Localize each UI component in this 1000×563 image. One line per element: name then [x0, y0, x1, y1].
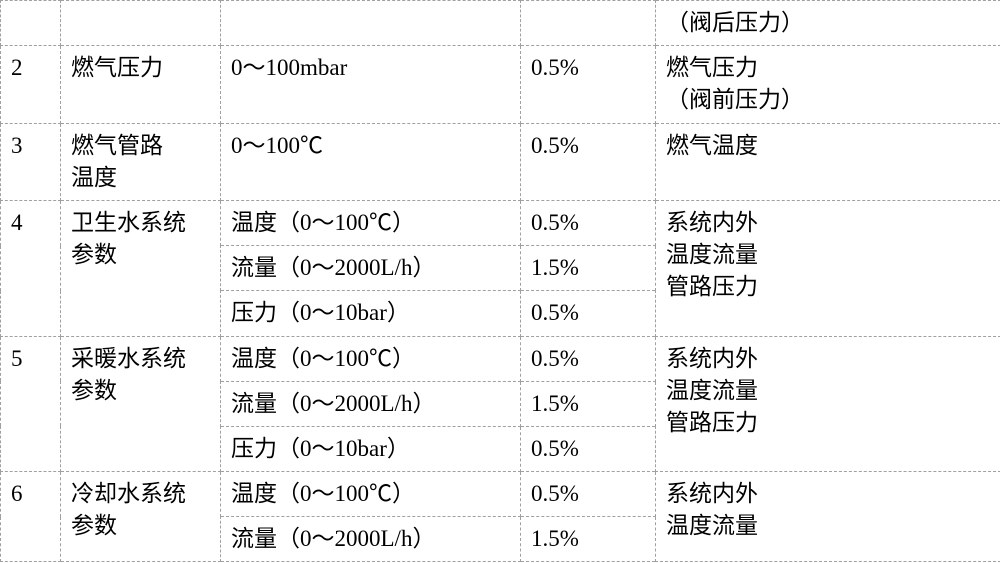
cell-text: 卫生水系统: [71, 210, 186, 235]
cell-text: 管路压力: [666, 410, 758, 435]
cell-desc: 燃气温度: [656, 123, 1000, 200]
cell-text: 参数: [71, 513, 117, 538]
cell-tol: 0.5%: [521, 472, 656, 517]
cell-num: 3: [1, 123, 61, 200]
cell-text: 温度: [71, 165, 117, 190]
cell-text: （阀前压力）: [666, 87, 804, 112]
cell-tol: 0.5%: [521, 200, 656, 245]
cell-name: [61, 1, 221, 46]
cell-text: 采暖水系统: [71, 346, 186, 371]
cell-range: 温度（0～100℃）: [221, 336, 521, 381]
table-row: 6 冷却水系统 参数 温度（0～100℃） 0.5% 系统内外 温度流量: [1, 472, 1000, 517]
cell-name: 燃气压力: [61, 46, 221, 123]
cell-text: 系统内外: [666, 210, 758, 235]
cell-range: [221, 1, 521, 46]
cell-tol: 1.5%: [521, 517, 656, 562]
cell-tol: 0.5%: [521, 426, 656, 471]
cell-desc: 燃气压力 （阀前压力）: [656, 46, 1000, 123]
cell-desc: 系统内外 温度流量 管路压力: [656, 200, 1000, 336]
parameter-table: （阀后压力） 2 燃气压力 0～100mbar 0.5% 燃气压力 （阀前压力）…: [0, 0, 1000, 562]
table-row: 5 采暖水系统 参数 温度（0～100℃） 0.5% 系统内外 温度流量 管路压…: [1, 336, 1000, 381]
cell-range: 压力（0～10bar）: [221, 291, 521, 336]
cell-range: 温度（0～100℃）: [221, 472, 521, 517]
cell-desc: 系统内外 温度流量 管路压力: [656, 336, 1000, 472]
cell-text: 温度流量: [666, 513, 758, 538]
cell-text: 参数: [71, 242, 117, 267]
cell-text: 冷却水系统: [71, 481, 186, 506]
cell-tol: 0.5%: [521, 291, 656, 336]
table-row: 2 燃气压力 0～100mbar 0.5% 燃气压力 （阀前压力）: [1, 46, 1000, 123]
cell-tol: 1.5%: [521, 381, 656, 426]
cell-range: 流量（0～2000L/h）: [221, 381, 521, 426]
cell-desc: 系统内外 温度流量: [656, 472, 1000, 562]
cell-num: 5: [1, 336, 61, 472]
cell-num: [1, 1, 61, 46]
table-row: （阀后压力）: [1, 1, 1000, 46]
cell-name: 冷却水系统 参数: [61, 472, 221, 562]
cell-range: 流量（0～2000L/h）: [221, 246, 521, 291]
cell-text: 系统内外: [666, 481, 758, 506]
table-row: 4 卫生水系统 参数 温度（0～100℃） 0.5% 系统内外 温度流量 管路压…: [1, 200, 1000, 245]
cell-name: 卫生水系统 参数: [61, 200, 221, 336]
cell-tol: 0.5%: [521, 46, 656, 123]
cell-tol: 1.5%: [521, 246, 656, 291]
cell-range: 流量（0～2000L/h）: [221, 517, 521, 562]
cell-text: 管路压力: [666, 274, 758, 299]
cell-range: 压力（0～10bar）: [221, 426, 521, 471]
table: （阀后压力） 2 燃气压力 0～100mbar 0.5% 燃气压力 （阀前压力）…: [0, 0, 1000, 562]
cell-tol: [521, 1, 656, 46]
cell-desc: （阀后压力）: [656, 1, 1000, 46]
table-row: 3 燃气管路 温度 0～100℃ 0.5% 燃气温度: [1, 123, 1000, 200]
cell-range: 0～100℃: [221, 123, 521, 200]
cell-text: 温度流量: [666, 378, 758, 403]
cell-tol: 0.5%: [521, 123, 656, 200]
cell-range: 温度（0～100℃）: [221, 200, 521, 245]
cell-text: 温度流量: [666, 242, 758, 267]
cell-text: 燃气管路: [71, 133, 163, 158]
cell-num: 2: [1, 46, 61, 123]
cell-text: 参数: [71, 378, 117, 403]
cell-range: 0～100mbar: [221, 46, 521, 123]
cell-name: 采暖水系统 参数: [61, 336, 221, 472]
cell-num: 6: [1, 472, 61, 562]
cell-text: 燃气压力: [666, 55, 758, 80]
cell-name: 燃气管路 温度: [61, 123, 221, 200]
cell-text: 系统内外: [666, 346, 758, 371]
cell-num: 4: [1, 200, 61, 336]
cell-tol: 0.5%: [521, 336, 656, 381]
